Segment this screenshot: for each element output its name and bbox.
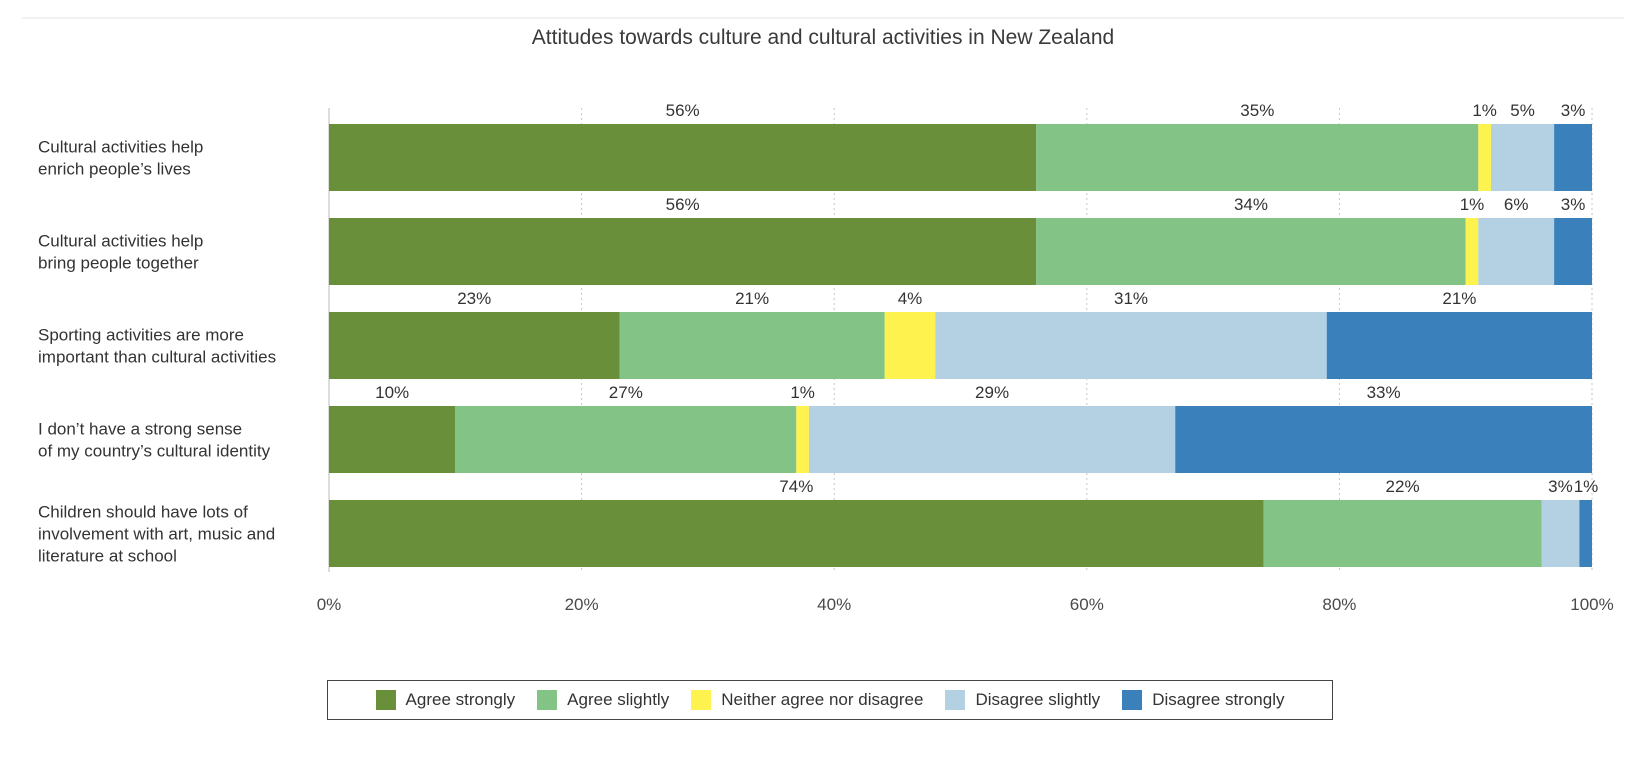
data-label: 3% [1548, 477, 1573, 496]
data-label: 33% [1367, 383, 1401, 402]
category-label-line: literature at school [38, 547, 177, 566]
x-axis-ticks: 0% 20% 40% 60% 80% 100% [317, 595, 1614, 614]
bar-segment [1036, 218, 1466, 285]
data-label: 10% [375, 383, 409, 402]
category-label-line: important than cultural activities [38, 348, 276, 367]
bar-segment [1554, 218, 1592, 285]
category-label-line: Sporting activities are more [38, 326, 244, 345]
category-label-line: bring people together [38, 254, 199, 273]
bar-segment [329, 406, 456, 473]
data-label: 21% [1442, 289, 1476, 308]
bar-segment [1490, 124, 1555, 191]
legend-label: Disagree slightly [975, 690, 1101, 709]
legend: Agree strongly Agree slightly Neither agre… [327, 680, 1333, 720]
x-tick-label: 100% [1570, 595, 1613, 614]
bars [329, 124, 1592, 567]
data-label: 1% [1460, 195, 1485, 214]
x-tick-label: 80% [1322, 595, 1356, 614]
legend-swatch [537, 690, 558, 710]
legend-label: Disagree strongly [1152, 690, 1285, 709]
chart-title: Attitudes towards culture and cultural a… [532, 26, 1114, 49]
bar-segment [1263, 500, 1542, 567]
bar-segment [1579, 500, 1592, 567]
legend-item: Disagree strongly [1122, 690, 1284, 710]
data-label: 21% [735, 289, 769, 308]
bar-segment [1036, 124, 1479, 191]
stacked-bar-chart: Attitudes towards culture and cultural a… [38, 26, 1614, 614]
legend-label: Agree strongly [405, 690, 516, 709]
bar-segment [1554, 124, 1592, 191]
category-label: Cultural activities help enrich people’s … [38, 138, 203, 179]
data-label: 29% [975, 383, 1009, 402]
data-label: 56% [666, 101, 700, 120]
bar-segment [796, 406, 809, 473]
category-label-line: Cultural activities help [38, 138, 203, 157]
category-label-line: enrich people’s lives [38, 160, 191, 179]
data-label: 1% [790, 383, 815, 402]
legend-label: Neither agree nor disagree [721, 690, 924, 709]
data-label: 4% [898, 289, 923, 308]
legend-swatch [375, 690, 396, 710]
bar-segment [935, 312, 1327, 379]
data-label: 31% [1114, 289, 1148, 308]
bar-segment [1326, 312, 1592, 379]
bar-segment [1541, 500, 1580, 567]
data-label: 1% [1574, 477, 1599, 496]
category-label: I don’t have a strong sense of my country… [38, 420, 271, 461]
data-label: 3% [1561, 101, 1586, 120]
legend-label: Agree slightly [567, 690, 670, 709]
bar-segment [329, 500, 1264, 567]
bar-segment [1175, 406, 1592, 473]
bar-segment [329, 218, 1037, 285]
data-label: 6% [1504, 195, 1529, 214]
legend-item: Agree strongly [375, 690, 516, 710]
data-label: 5% [1510, 101, 1535, 120]
legend-swatch [691, 690, 712, 710]
top-divider [22, 17, 1624, 19]
x-tick-label: 40% [817, 595, 851, 614]
data-label: 27% [609, 383, 643, 402]
bar-segment [884, 312, 936, 379]
category-label-line: Children should have lots of [38, 503, 248, 522]
x-tick-label: 0% [317, 595, 342, 614]
data-label: 1% [1472, 101, 1497, 120]
data-labels: 56% 35% 1% 5% 3% 56% 34% 1% 6% 3% 23% 21% 4% 31% 21% 10… [375, 101, 1598, 496]
bar-segment [1478, 124, 1491, 191]
legend-item: Agree slightly [537, 690, 669, 710]
bar-segment [808, 406, 1176, 473]
bar-segment [329, 312, 620, 379]
category-label-line: I don’t have a strong sense [38, 420, 242, 439]
legend-swatch [945, 690, 966, 710]
bar-segment [619, 312, 885, 379]
data-label: 74% [779, 477, 813, 496]
category-label: Cultural activities help bring people tog… [38, 232, 203, 273]
bar-segment [455, 406, 797, 473]
data-label: 56% [666, 195, 700, 214]
category-label: Children should have lots of involvement … [38, 503, 275, 566]
legend-item: Disagree slightly [945, 690, 1100, 710]
data-label: 23% [457, 289, 491, 308]
legend-item: Neither agree nor disagree [691, 690, 923, 710]
category-label: Sporting activities are more important th… [38, 326, 276, 367]
data-label: 35% [1240, 101, 1274, 120]
category-labels: Cultural activities help enrich people’s … [38, 138, 276, 566]
bar-segment [1478, 218, 1555, 285]
bar-segment [1465, 218, 1479, 285]
data-label: 3% [1561, 195, 1586, 214]
x-tick-label: 60% [1070, 595, 1104, 614]
bar-segment [329, 124, 1037, 191]
category-label-line: of my country’s cultural identity [38, 442, 271, 461]
category-label-line: involvement with art, music and [38, 525, 275, 544]
legend-swatch [1122, 690, 1143, 710]
x-tick-label: 20% [565, 595, 599, 614]
data-label: 34% [1234, 195, 1268, 214]
category-label-line: Cultural activities help [38, 232, 203, 251]
data-label: 22% [1386, 477, 1420, 496]
